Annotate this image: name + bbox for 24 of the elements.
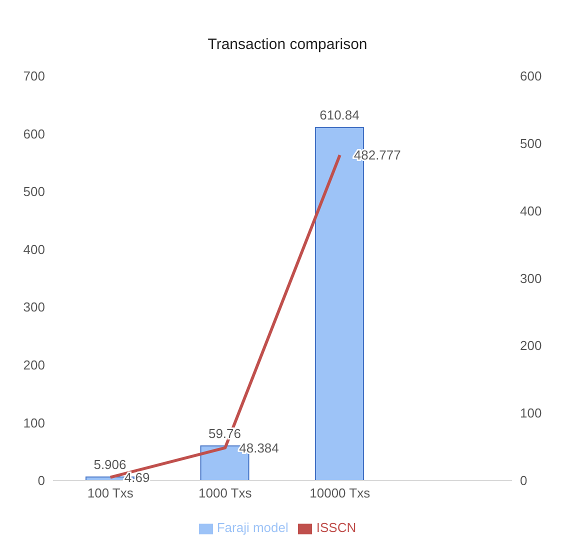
y-tick-label: 500 [23,184,45,200]
y2-tick-label: 300 [520,270,542,286]
y-tick-label: 600 [23,126,45,142]
y-tick-label: 400 [23,242,45,257]
y2-tick-label: 400 [520,203,542,218]
data-label: 4.69 [124,470,150,485]
y-tick-label: 0 [38,473,45,488]
y2-tick-label: 200 [520,338,542,354]
data-label: 610.84 [320,108,360,123]
legend-label: Faraji model [216,520,288,536]
y-tick-label: 100 [23,415,45,430]
x-tick-label: 100 Txs [87,486,134,501]
data-label: 5.906 [94,457,126,472]
y-tick-label: 700 [23,68,45,84]
y2-tick-label: 500 [520,136,542,152]
y-tick-label: 200 [23,358,45,372]
y2-tick-label: 600 [520,68,542,84]
x-tick-label: 1000 Txs [198,486,252,501]
legend-label: ISSCN [316,520,356,536]
chart-title: Transaction comparison [206,35,368,55]
y-tick-label: 300 [23,300,45,315]
x-tick-label: 10000 Txs [310,486,371,501]
y2-tick-label: 0 [520,473,528,488]
y2-tick-label: 100 [520,406,542,421]
